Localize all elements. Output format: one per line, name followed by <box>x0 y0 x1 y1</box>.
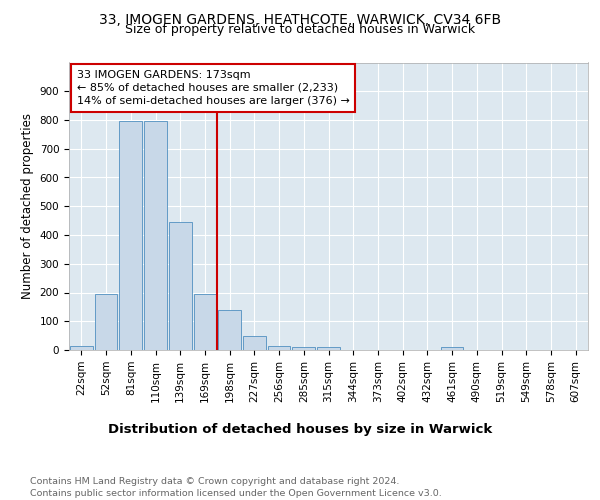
Bar <box>243 336 266 350</box>
Bar <box>194 294 216 350</box>
Bar <box>70 346 93 350</box>
Bar <box>218 310 241 350</box>
Text: 33 IMOGEN GARDENS: 173sqm
← 85% of detached houses are smaller (2,233)
14% of se: 33 IMOGEN GARDENS: 173sqm ← 85% of detac… <box>77 70 350 106</box>
Text: Size of property relative to detached houses in Warwick: Size of property relative to detached ho… <box>125 22 475 36</box>
Y-axis label: Number of detached properties: Number of detached properties <box>21 114 34 299</box>
Bar <box>292 347 315 350</box>
Text: Distribution of detached houses by size in Warwick: Distribution of detached houses by size … <box>108 422 492 436</box>
Bar <box>95 294 118 350</box>
Bar <box>144 122 167 350</box>
Text: Contains HM Land Registry data © Crown copyright and database right 2024.
Contai: Contains HM Land Registry data © Crown c… <box>30 476 442 498</box>
Bar <box>268 346 290 350</box>
Text: 33, IMOGEN GARDENS, HEATHCOTE, WARWICK, CV34 6FB: 33, IMOGEN GARDENS, HEATHCOTE, WARWICK, … <box>99 12 501 26</box>
Bar <box>317 347 340 350</box>
Bar <box>169 222 191 350</box>
Bar <box>441 347 463 350</box>
Bar <box>119 122 142 350</box>
